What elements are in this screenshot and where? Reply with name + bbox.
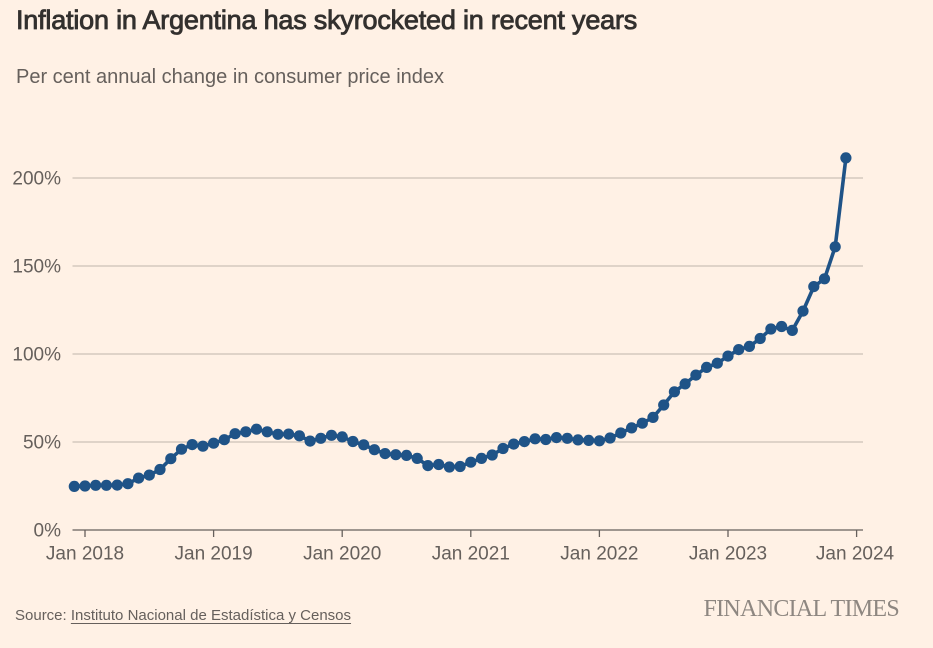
svg-text:Jan 2022: Jan 2022 (560, 544, 638, 565)
svg-text:Jan 2019: Jan 2019 (175, 544, 253, 565)
svg-text:Jan 2018: Jan 2018 (46, 544, 124, 565)
svg-text:Jan 2021: Jan 2021 (432, 544, 510, 565)
svg-text:200%: 200% (12, 169, 61, 190)
svg-text:150%: 150% (12, 257, 61, 278)
svg-text:Jan 2024: Jan 2024 (816, 544, 895, 565)
svg-text:0%: 0% (34, 521, 62, 542)
svg-text:100%: 100% (12, 345, 61, 366)
svg-text:50%: 50% (23, 433, 61, 454)
svg-text:Jan 2020: Jan 2020 (303, 544, 381, 565)
svg-text:Jan 2023: Jan 2023 (689, 544, 767, 565)
